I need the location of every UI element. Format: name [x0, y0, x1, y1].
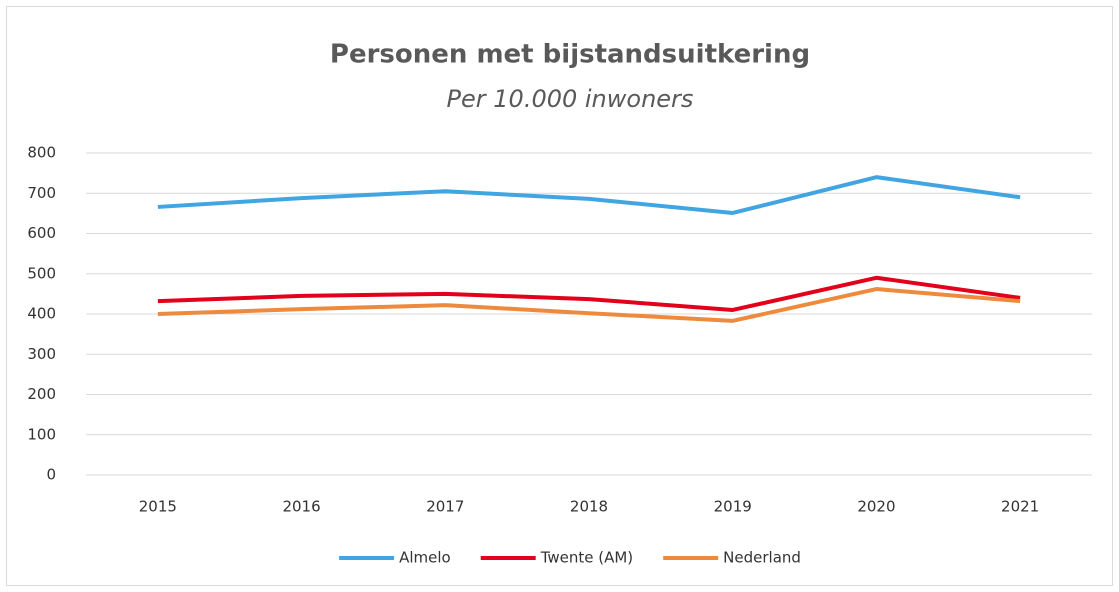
y-tick-label: 800 [27, 144, 56, 162]
x-tick-label: 2019 [714, 498, 752, 516]
x-tick-label: 2021 [1001, 498, 1039, 516]
chart-subtitle: Per 10.000 inwoners [447, 85, 694, 113]
y-tick-label: 100 [27, 425, 56, 443]
legend-label: Nederland [723, 549, 801, 567]
y-tick-label: 0 [46, 466, 56, 484]
series-line [157, 275, 1021, 312]
legend-label: Almelo [399, 549, 451, 567]
legend-label: Twente (AM) [540, 549, 633, 567]
y-tick-label: 200 [27, 385, 56, 403]
y-tick-label: 700 [27, 184, 56, 202]
x-tick-label: 2016 [282, 498, 320, 516]
y-tick-label: 400 [27, 305, 56, 323]
x-tick-label: 2018 [570, 498, 608, 516]
chart-border [6, 6, 1113, 586]
x-tick-label: 2017 [426, 498, 464, 516]
chart-title: Personen met bijstandsuitkering [330, 40, 810, 70]
y-tick-label: 600 [27, 224, 56, 242]
y-tick-label: 500 [27, 264, 56, 282]
x-tick-label: 2020 [857, 498, 895, 516]
y-tick-label: 300 [27, 345, 56, 363]
series-line [157, 287, 1021, 323]
x-tick-label: 2015 [139, 498, 177, 516]
series-line [157, 175, 1021, 215]
